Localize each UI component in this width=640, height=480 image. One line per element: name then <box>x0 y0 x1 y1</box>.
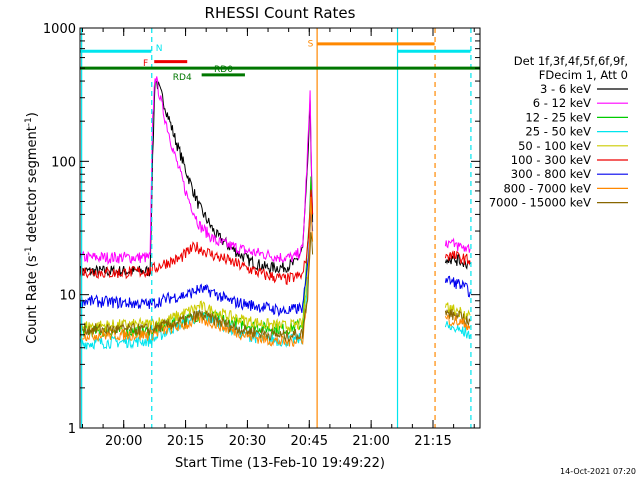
y-axis-label-main: Count Rate (s <box>25 255 40 344</box>
chart-title: RHESSI Count Rates <box>205 4 356 22</box>
y-tick-label-2: 100 <box>51 155 76 170</box>
x-tick-label-5: 21:15 <box>414 434 451 449</box>
series-line-6 <box>79 210 314 317</box>
axis-layer: 20:00 20:15 20:30 20:45 21:00 21:15 1 10 100 1000 <box>43 22 480 449</box>
legend-label-1: 6 - 12 keV <box>533 96 591 110</box>
x-tick-label-3: 20:45 <box>291 434 328 449</box>
legend: Det 1f,3f,4f,5f,6f,9f, FDecim 1, Att 0 3… <box>489 54 628 210</box>
x-axis-label: Start Time (13-Feb-10 19:49:22) <box>175 456 385 471</box>
legend-label-4: 50 - 100 keV <box>518 139 591 153</box>
x-tick-label-1: 20:15 <box>167 434 204 449</box>
flag-label-3: RD0 <box>214 65 233 75</box>
legend-label-5: 100 - 300 keV <box>511 153 591 167</box>
y-tick-label-0: 1 <box>68 422 76 437</box>
legend-header-decim: FDecim 1, Att 0 <box>539 68 628 82</box>
y-axis-label-mid: detector segment <box>25 126 40 246</box>
series-line-11 <box>444 250 471 266</box>
y-axis-label: Count Rate (s-1 detector segment-1) <box>24 112 40 344</box>
series-line-10 <box>444 237 471 253</box>
series-line-8 <box>79 232 314 343</box>
series-line-5 <box>79 189 314 286</box>
y-axis-label-end: ) <box>25 112 40 117</box>
legend-label-6: 300 - 800 keV <box>511 167 591 181</box>
series-line-12 <box>444 275 471 298</box>
x-tick-label-2: 20:30 <box>229 434 266 449</box>
y-axis-label-sup1: -1 <box>24 246 34 255</box>
overlay-layer: N S F RD0 RD4 <box>80 28 480 428</box>
x-tick-label-0: 20:00 <box>105 434 142 449</box>
legend-header-detectors: Det 1f,3f,4f,5f,6f,9f, <box>514 54 628 68</box>
flag-label-2: F <box>143 59 148 69</box>
flag-label-0: N <box>156 44 163 54</box>
legend-label-7: 800 - 7000 keV <box>503 181 591 195</box>
series-layer <box>79 76 471 350</box>
legend-label-0: 3 - 6 keV <box>540 82 591 96</box>
series-line-14 <box>444 309 471 327</box>
legend-label-8: 7000 - 15000 keV <box>489 196 591 210</box>
plot-frame <box>79 27 481 429</box>
y-tick-label-1: 10 <box>59 289 76 304</box>
x-tick-label-4: 21:00 <box>352 434 389 449</box>
flag-label-4: RD4 <box>173 73 192 83</box>
legend-label-3: 25 - 50 keV <box>525 125 591 139</box>
series-line-16 <box>444 321 471 340</box>
y-tick-label-3: 1000 <box>43 22 76 37</box>
y-axis-label-sup2: -1 <box>24 117 34 126</box>
series-line-1 <box>79 76 314 266</box>
flag-label-1: S <box>308 39 314 49</box>
footer-date: 14-Oct-2021 07:20 <box>560 467 636 476</box>
legend-label-2: 12 - 25 keV <box>525 110 591 124</box>
